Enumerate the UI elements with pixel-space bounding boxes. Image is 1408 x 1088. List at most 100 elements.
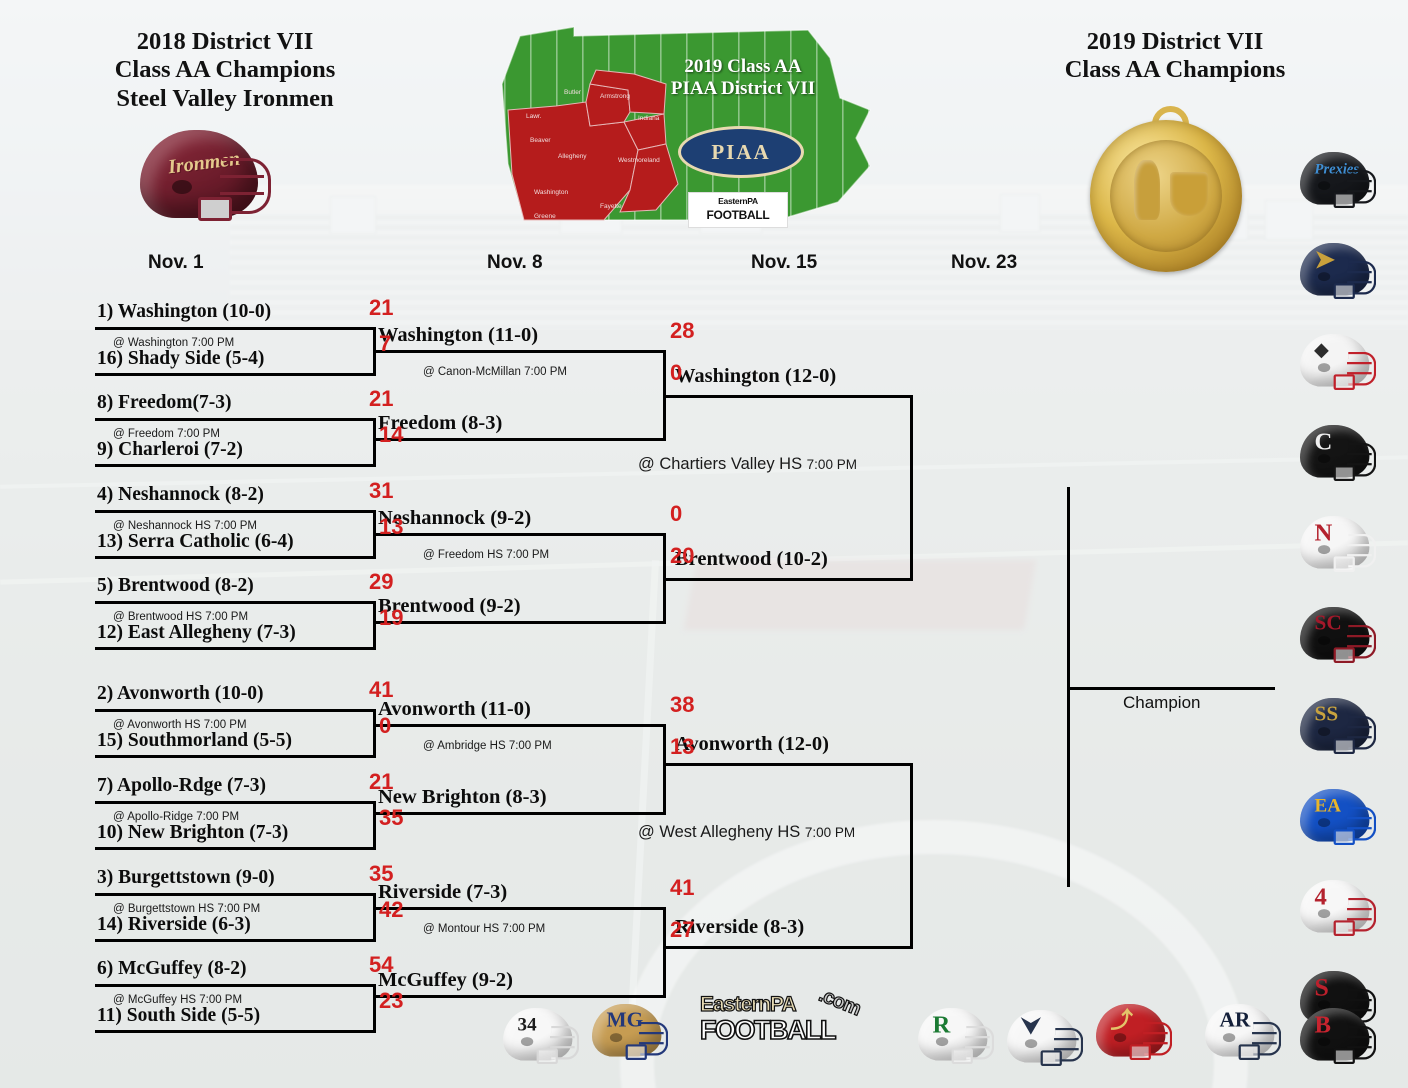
r2-score-top-3: 41 bbox=[670, 875, 695, 900]
r1-site-2: @ Neshannock HS 7:00 PM bbox=[113, 520, 257, 532]
helmet-neshannock-earhole bbox=[1317, 545, 1331, 555]
helmet-freedom: ➤ bbox=[1300, 243, 1378, 306]
r1-box-right-5 bbox=[373, 801, 376, 850]
helmet-freedom-facemask bbox=[1347, 260, 1377, 295]
r1-score-top-5: 21 bbox=[369, 769, 394, 794]
r2-box-right-3 bbox=[663, 907, 666, 998]
r1-score-bottom-3: 19 bbox=[379, 605, 404, 630]
helmet-burgettstown-chinstrap bbox=[1333, 1048, 1355, 1064]
r3-box-top-0 bbox=[663, 395, 910, 398]
r1-team-bottom-2: 13) Serra Catholic (6-4) bbox=[97, 531, 294, 552]
r1-box-top-5 bbox=[95, 801, 373, 804]
r2-box-bottom-3 bbox=[373, 995, 663, 998]
r1-box-bottom-7 bbox=[95, 1030, 373, 1033]
helmet-shady-side-earhole bbox=[1317, 727, 1331, 737]
r1-box-bottom-4 bbox=[95, 755, 373, 758]
r3-site-time-1: 7:00 PM bbox=[804, 825, 856, 840]
left-header-line1: 2018 District VII bbox=[136, 28, 314, 55]
r1-box-bottom-0 bbox=[95, 373, 373, 376]
svg-text:Washington: Washington bbox=[534, 189, 568, 196]
r1-score-bottom-1: 14 bbox=[379, 422, 404, 447]
r1-box-top-4 bbox=[95, 709, 373, 712]
r2-box-bottom-0 bbox=[373, 438, 663, 441]
left-header-line3: Steel Valley Ironmen bbox=[116, 84, 334, 112]
helmet-riverside-chinstrap bbox=[951, 1048, 973, 1064]
r1-score-top-7: 54 bbox=[369, 952, 394, 977]
helmet-riverside-facemask bbox=[965, 1025, 995, 1060]
helmet-mcguffey: MG bbox=[592, 1004, 670, 1067]
helmet-neshannock: N bbox=[1300, 516, 1378, 579]
helmet-apollo-ridge: AR bbox=[1205, 1004, 1283, 1067]
r1-box-bottom-5 bbox=[95, 847, 373, 850]
r1-score-bottom-4: 0 bbox=[379, 713, 392, 738]
left-champion-header: 2018 District VII Class AA Champions Ste… bbox=[55, 28, 395, 113]
r3-site-1: @ West Allegheny HS 7:00 PM bbox=[638, 823, 856, 841]
helmet-burgettstown-facemask bbox=[1347, 1025, 1377, 1060]
r1-score-top-2: 31 bbox=[369, 478, 394, 503]
r1-team-bottom-3: 12) East Allegheny (7-3) bbox=[97, 622, 296, 643]
brand-line2: FOOTBALL bbox=[699, 1014, 837, 1046]
r1-score-bottom-0: 7 bbox=[379, 331, 392, 356]
helmet-east-allegheny: EA bbox=[1300, 789, 1378, 852]
r2-score-bottom-3: 27 bbox=[670, 917, 695, 942]
r1-box-top-1 bbox=[95, 418, 373, 421]
helmet-serra-facemask bbox=[1347, 624, 1377, 659]
r2-score-top-1: 0 bbox=[670, 501, 683, 526]
r3-team-bottom-0: Brentwood (10-2) bbox=[675, 548, 828, 570]
right-champion-header: 2019 District VII Class AA Champions bbox=[1015, 28, 1335, 85]
r3-team-bottom-1: Riverside (8-3) bbox=[675, 916, 805, 938]
r3-box-right-0 bbox=[910, 395, 913, 581]
r1-score-bottom-5: 35 bbox=[379, 805, 404, 830]
r1-team-top-4: 2) Avonworth (10-0) bbox=[97, 683, 264, 704]
r1-box-right-1 bbox=[373, 418, 376, 467]
helmet-thirty-four-logo: 34 bbox=[517, 1013, 537, 1035]
helmet-riverside: R bbox=[918, 1008, 996, 1071]
helmet-washington-logo: Prexies bbox=[1314, 159, 1360, 177]
right-header-line1: 2019 District VII bbox=[1086, 28, 1264, 55]
r2-box-right-2 bbox=[663, 724, 666, 815]
helmet-serra-logo: SC bbox=[1314, 611, 1342, 635]
helmet-number-four-logo: 4 bbox=[1314, 882, 1327, 911]
helmet-number-four-earhole bbox=[1317, 909, 1331, 919]
helmet-neshannock-facemask bbox=[1347, 533, 1377, 568]
helmet-new-brighton: ⮟ bbox=[1007, 1010, 1085, 1073]
helmet-mcguffey-earhole bbox=[609, 1033, 623, 1043]
r1-box-top-6 bbox=[95, 893, 373, 896]
helmet-east-allegheny-chinstrap bbox=[1333, 829, 1355, 845]
r1-team-top-2: 4) Neshannock (8-2) bbox=[97, 484, 264, 505]
r2-score-top-0: 28 bbox=[670, 318, 695, 343]
r1-site-1: @ Freedom 7:00 PM bbox=[113, 428, 220, 440]
helmet-riverside-logo: R bbox=[932, 1010, 951, 1039]
r2-team-top-3: Riverside (7-3) bbox=[378, 881, 508, 903]
r3-site-time-0: 7:00 PM bbox=[806, 457, 857, 472]
r1-score-top-6: 35 bbox=[369, 861, 394, 886]
helmet-burgettstown-logo: B bbox=[1314, 1010, 1332, 1039]
helmet-washington-earhole bbox=[1317, 181, 1331, 191]
r1-site-5: @ Apollo-Ridge 7:00 PM bbox=[113, 811, 240, 823]
r1-score-top-3: 29 bbox=[369, 569, 394, 594]
helmet-apollo-ridge-facemask bbox=[1252, 1021, 1282, 1056]
eastern-pa-football-logo-small: EasternPA FOOTBALL bbox=[688, 192, 788, 228]
helmet-new-brighton-earhole bbox=[1024, 1039, 1038, 1049]
r1-site-7: @ McGuffey HS 7:00 PM bbox=[113, 994, 243, 1006]
map-title: 2019 Class AA PIAA District VII bbox=[598, 56, 888, 101]
r2-score-top-2: 38 bbox=[670, 692, 695, 717]
r2-team-top-0: Washington (11-0) bbox=[378, 324, 539, 346]
helmet-thirty-four-chinstrap bbox=[536, 1048, 558, 1064]
epaf-small-line1: EasternPA bbox=[718, 196, 758, 206]
r3-box-top-1 bbox=[663, 763, 910, 766]
r2-score-bottom-0: 0 bbox=[670, 360, 683, 385]
r1-team-bottom-0: 16) Shady Side (5-4) bbox=[97, 348, 265, 369]
r2-team-bottom-1: Brentwood (9-2) bbox=[378, 595, 521, 617]
r1-team-bottom-7: 11) South Side (5-5) bbox=[97, 1005, 261, 1026]
svg-text:Allegheny: Allegheny bbox=[558, 153, 587, 160]
helmet-apollo-ridge-chinstrap bbox=[1238, 1044, 1260, 1060]
svg-text:Armstrong: Armstrong bbox=[600, 93, 630, 100]
r1-site-6: @ Burgettstown HS 7:00 PM bbox=[113, 903, 261, 915]
helmet-southmoreland-logo: S bbox=[1314, 973, 1329, 1002]
helmet-thirty-four: 34 bbox=[503, 1008, 581, 1071]
helmet-new-brighton-facemask bbox=[1054, 1027, 1084, 1062]
helmet-shady-side-logo: SS bbox=[1314, 702, 1339, 726]
helmet-thirty-four-earhole bbox=[520, 1037, 534, 1047]
